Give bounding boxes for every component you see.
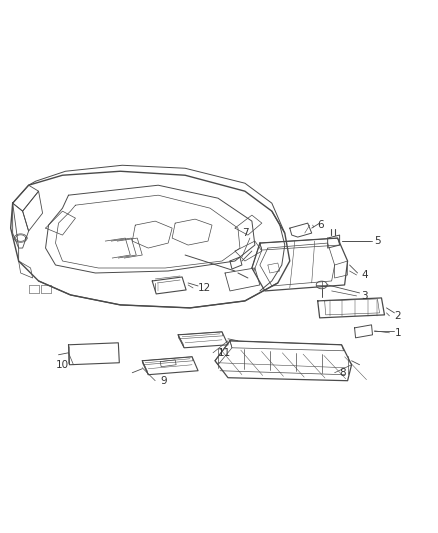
Text: 5: 5: [374, 236, 381, 246]
Text: 4: 4: [361, 270, 368, 280]
Text: 11: 11: [218, 348, 231, 358]
Text: 8: 8: [339, 368, 346, 378]
Text: 6: 6: [318, 220, 324, 230]
Text: 10: 10: [55, 360, 68, 370]
Text: 9: 9: [160, 376, 167, 386]
Text: 12: 12: [198, 283, 211, 293]
Text: 1: 1: [395, 328, 401, 338]
Text: 7: 7: [242, 228, 248, 238]
Text: 2: 2: [395, 311, 401, 321]
Text: 3: 3: [361, 291, 368, 301]
